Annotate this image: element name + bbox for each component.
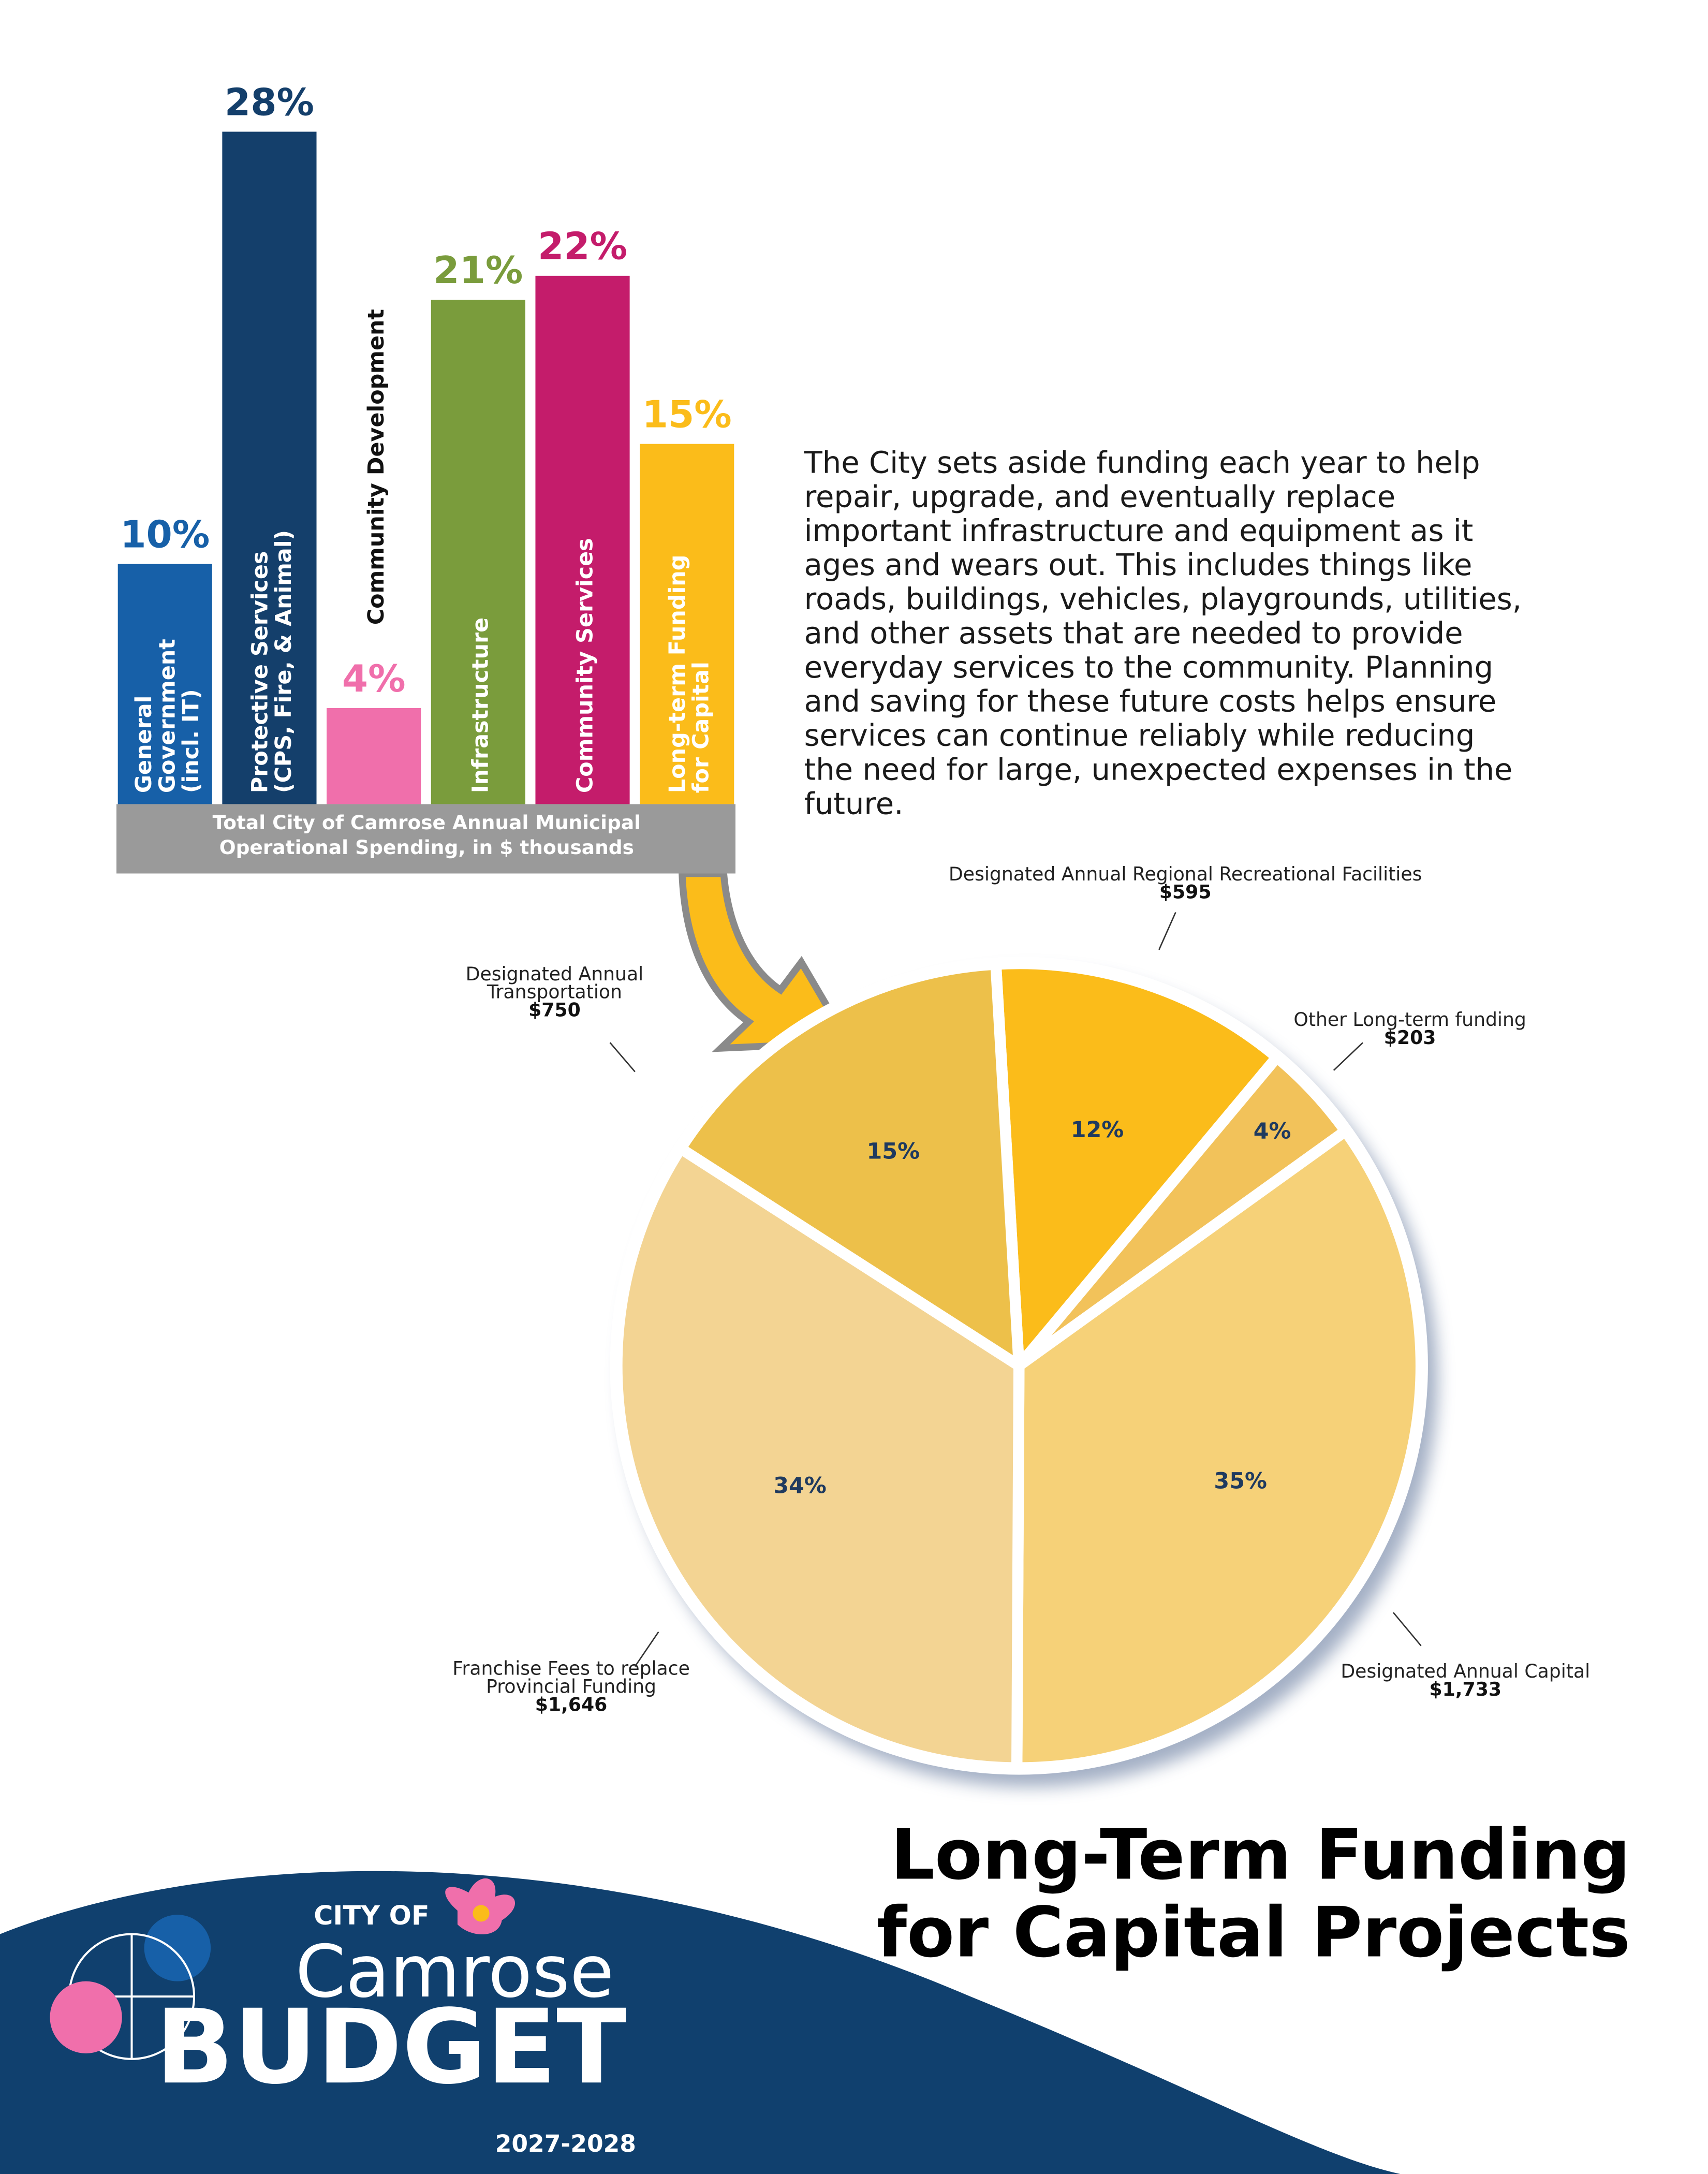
description-line: The City sets aside funding each year to… xyxy=(804,445,1480,480)
value-label: 22% xyxy=(538,225,627,269)
percent-label: 12% xyxy=(1071,1117,1124,1143)
description-line: everyday services to the community. Plan… xyxy=(804,650,1493,685)
slice-name: Franchise Fees to replace Provincial Fund… xyxy=(452,1657,690,1698)
pie-slice xyxy=(675,959,1025,1372)
pie-slice xyxy=(1011,1125,1427,1773)
percent-label: 34% xyxy=(773,1473,827,1499)
description-line: and saving for these future costs helps … xyxy=(804,684,1497,719)
bar xyxy=(222,131,317,804)
logo-budget: BUDGET xyxy=(155,1987,626,2107)
category-label: Community Services xyxy=(572,538,598,793)
leader-line xyxy=(1333,1042,1363,1071)
pie-slice xyxy=(990,958,1283,1372)
axis-caption: Total City of Camrose Annual Municipal Op… xyxy=(213,811,641,859)
description-line: services can continue reliably while red… xyxy=(804,718,1475,753)
slice-name: Designated Annual Transportation xyxy=(466,963,644,1003)
category-label: Community Development xyxy=(363,309,389,625)
leader-line xyxy=(609,1042,636,1073)
slice-name: Designated Annual Regional Recreational … xyxy=(949,863,1422,885)
value-label: 4% xyxy=(342,657,406,701)
description-line: repair, upgrade, and eventually replace xyxy=(804,479,1396,514)
title-line: for Capital Projects xyxy=(877,1892,1630,1973)
bar xyxy=(535,275,630,804)
category-label: Infrastructure xyxy=(468,618,494,793)
logo-years: 2027-2028 xyxy=(495,2130,636,2157)
slice-name: Designated Annual Capital xyxy=(1341,1660,1590,1682)
value-label: 15% xyxy=(642,393,732,436)
slice-amount: $1,646 xyxy=(535,1693,608,1715)
description-line: future. xyxy=(804,786,904,821)
value-label: 10% xyxy=(120,513,210,556)
category-label: Protective Services(CPS, Fire, & Animal) xyxy=(247,530,297,793)
slice-amount: $595 xyxy=(1159,881,1212,903)
logo-city-of: CITY OF xyxy=(314,1901,430,1931)
description-line: important infrastructure and equipment a… xyxy=(804,513,1474,548)
slice-amount: $750 xyxy=(528,998,581,1021)
leader-line xyxy=(1392,1612,1422,1647)
title-line: Long-Term Funding xyxy=(891,1814,1630,1895)
bar xyxy=(640,444,734,804)
slice-amount: $1,733 xyxy=(1429,1678,1501,1700)
bar xyxy=(117,564,212,804)
percent-label: 15% xyxy=(866,1139,920,1165)
description-line: roads, buildings, vehicles, playgrounds,… xyxy=(804,582,1522,616)
logo-name: Camrose xyxy=(296,1930,614,2014)
description-line: the need for large, unexpected expenses … xyxy=(804,752,1513,787)
leader-line xyxy=(634,1631,659,1667)
percent-label: 4% xyxy=(1254,1119,1291,1144)
percent-label: 35% xyxy=(1214,1468,1267,1494)
leader-line xyxy=(1158,912,1176,950)
value-label: 28% xyxy=(225,81,314,124)
category-label: Long-term Fundingfor Capital xyxy=(665,555,714,794)
category-label: GeneralGovernment(incl. IT) xyxy=(131,639,204,793)
slice-name: Other Long-term funding xyxy=(1293,1008,1526,1031)
description-line: ages and wears out. This includes things… xyxy=(804,548,1473,582)
slice-amount: $203 xyxy=(1384,1026,1436,1049)
wave-background xyxy=(0,1871,1401,2174)
axis-caption-box xyxy=(116,804,735,874)
value-label: 21% xyxy=(433,249,523,292)
bar xyxy=(327,708,421,804)
bar xyxy=(431,300,525,804)
description-line: and other assets that are needed to prov… xyxy=(804,616,1463,651)
logo-shapes xyxy=(50,1878,516,2060)
